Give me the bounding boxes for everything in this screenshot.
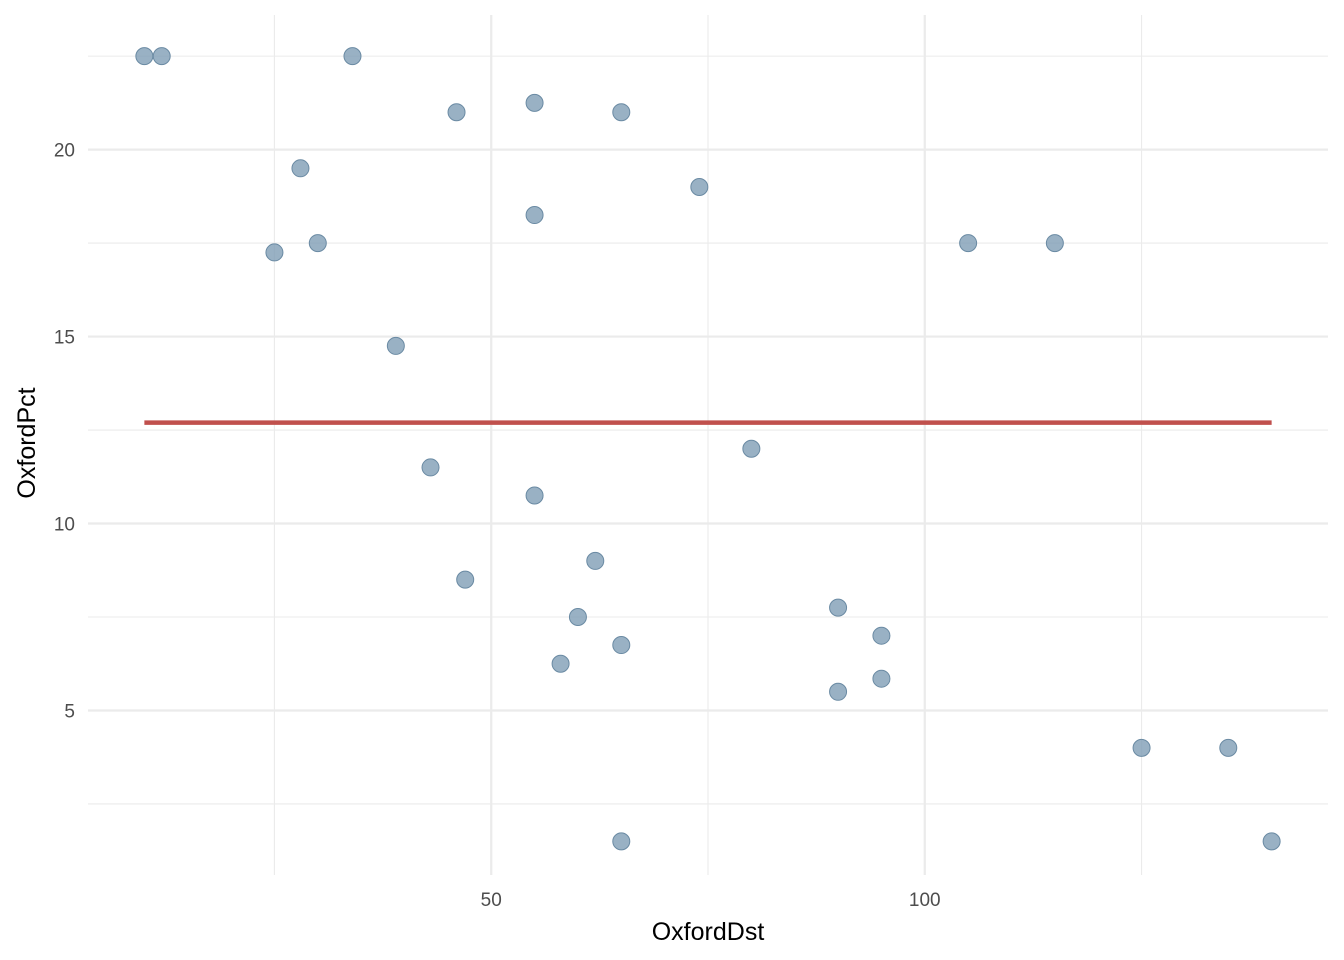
- y-tick-label: 10: [54, 515, 75, 536]
- data-point: [568, 608, 587, 626]
- data-point: [612, 636, 631, 655]
- data-point: [959, 234, 978, 253]
- data-point: [447, 103, 466, 122]
- x-tick-label: 100: [909, 890, 941, 911]
- y-tick-label: 5: [64, 701, 75, 722]
- y-tick-labels: 5 10 15 20: [54, 141, 75, 723]
- data-point: [612, 832, 631, 851]
- data-point: [343, 47, 362, 66]
- data-point: [612, 103, 631, 122]
- data-point: [1262, 832, 1281, 851]
- data-point: [829, 598, 848, 617]
- y-tick-label: 15: [54, 328, 75, 349]
- data-point: [690, 178, 709, 196]
- data-point: [829, 682, 848, 701]
- data-point: [421, 458, 440, 477]
- grid-minor: [88, 15, 1328, 875]
- data-point: [1045, 234, 1064, 253]
- data-point: [742, 439, 761, 458]
- data-point: [456, 570, 475, 589]
- data-point: [525, 486, 544, 505]
- data-point: [525, 206, 544, 225]
- x-tick-label: 50: [481, 890, 502, 911]
- data-point: [872, 669, 891, 688]
- data-point: [1219, 738, 1238, 757]
- grid-major: [88, 15, 1328, 875]
- data-point: [135, 47, 154, 66]
- points-layer: [135, 47, 1281, 851]
- data-point: [872, 626, 891, 645]
- data-point: [386, 336, 405, 355]
- data-point: [308, 234, 327, 253]
- data-point: [152, 47, 171, 66]
- data-point: [586, 551, 605, 570]
- data-point: [291, 159, 310, 178]
- y-tick-label: 20: [54, 141, 75, 162]
- x-tick-labels: 50 100: [481, 890, 941, 911]
- data-point: [525, 93, 544, 112]
- data-point: [551, 654, 570, 673]
- x-axis-title: OxfordDst: [652, 918, 765, 946]
- data-point: [1132, 738, 1151, 757]
- y-axis-title: OxfordPct: [13, 387, 41, 498]
- data-point: [265, 243, 284, 262]
